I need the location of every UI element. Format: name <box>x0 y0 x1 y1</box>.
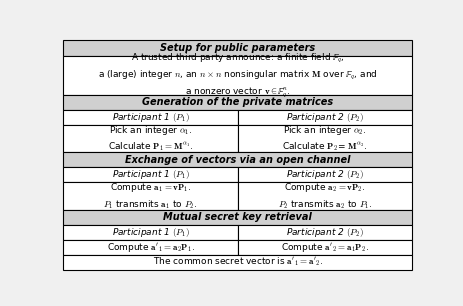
Text: Setup for public parameters: Setup for public parameters <box>160 43 315 53</box>
Bar <box>63 152 411 167</box>
Bar <box>63 110 237 125</box>
Text: Participant 2 $(P_2)$: Participant 2 $(P_2)$ <box>286 168 363 181</box>
Bar <box>238 225 411 240</box>
Text: Pick an integer $\alpha_2$.
Calculate $\mathbf{P}_2$= $\mathbf{M}^{\alpha_2}$.: Pick an integer $\alpha_2$. Calculate $\… <box>282 124 367 153</box>
Bar <box>63 125 237 152</box>
Text: Participant 2 $(P_2)$: Participant 2 $(P_2)$ <box>286 226 363 239</box>
Text: Compute $\mathbf{a}_1 = \mathbf{v}\mathbf{P}_1$.
$P_1$ transmits $\mathbf{a}_1$ : Compute $\mathbf{a}_1 = \mathbf{v}\mathb… <box>103 181 197 211</box>
Text: Participant 1 $(P_1)$: Participant 1 $(P_1)$ <box>112 111 189 124</box>
Bar <box>63 167 237 182</box>
Bar <box>63 210 411 225</box>
Text: Participant 1 $(P_1)$: Participant 1 $(P_1)$ <box>112 226 189 239</box>
Bar <box>238 240 411 255</box>
Text: Compute $\mathbf{a}_2 = \mathbf{v}\mathbf{P}_2$.
$P_2$ transmits $\mathbf{a}_2$ : Compute $\mathbf{a}_2 = \mathbf{v}\mathb… <box>277 181 371 211</box>
Text: The common secret vector is $\mathbf{a}'_1 = \mathbf{a}'_2$.: The common secret vector is $\mathbf{a}'… <box>152 256 322 268</box>
Bar <box>63 95 411 110</box>
Text: Pick an integer $\alpha_1$.
Calculate $\mathbf{P}_1 = \mathbf{M}^{\alpha_1}$.: Pick an integer $\alpha_1$. Calculate $\… <box>107 124 193 153</box>
Bar <box>63 39 411 56</box>
Bar <box>238 167 411 182</box>
Text: Generation of the private matrices: Generation of the private matrices <box>142 97 332 107</box>
Bar <box>238 182 411 210</box>
Bar <box>63 255 411 270</box>
Text: Participant 1 $(P_1)$: Participant 1 $(P_1)$ <box>112 168 189 181</box>
Bar <box>238 110 411 125</box>
Bar <box>63 182 237 210</box>
Bar <box>238 125 411 152</box>
Text: Compute $\mathbf{a}'_1 = \mathbf{a}_2\mathbf{P}_1$.: Compute $\mathbf{a}'_1 = \mathbf{a}_2\ma… <box>106 241 194 254</box>
Text: Participant 2 $(P_2)$: Participant 2 $(P_2)$ <box>286 111 363 124</box>
Text: Compute $\mathbf{a}'_2 = \mathbf{a}_1\mathbf{P}_2$.: Compute $\mathbf{a}'_2 = \mathbf{a}_1\ma… <box>281 241 368 254</box>
Bar <box>63 225 237 240</box>
Text: Mutual secret key retrieval: Mutual secret key retrieval <box>163 212 312 222</box>
Bar <box>63 56 411 95</box>
Text: A trusted third party announce: a finite field $\mathbb{F}_q$,
a (large) integer: A trusted third party announce: a finite… <box>98 52 377 99</box>
Bar <box>63 240 237 255</box>
Text: Exchange of vectors via an open channel: Exchange of vectors via an open channel <box>125 155 350 165</box>
